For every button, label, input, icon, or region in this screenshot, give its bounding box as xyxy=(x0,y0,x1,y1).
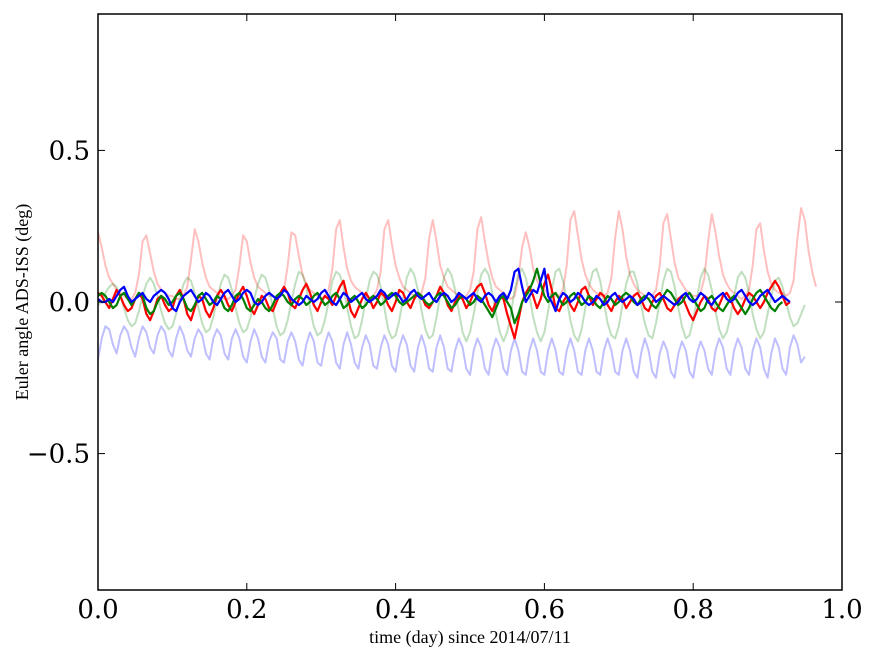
y-tick-label: 0.5 xyxy=(49,136,90,166)
plot-frame xyxy=(97,13,843,591)
series-line-blue xyxy=(97,267,791,313)
series-line-blue-faint xyxy=(97,325,806,379)
x-tick-label: 1.0 xyxy=(821,595,862,625)
y-tick-label: 0.0 xyxy=(49,288,90,318)
series-line-green xyxy=(97,267,784,325)
y-tick-label: −0.5 xyxy=(27,440,90,470)
series-layer xyxy=(97,207,817,379)
tick-label-layer: 0.0 0.2 0.4 0.6 0.8 1.0 0.5 0.0 −0.5 xyxy=(27,136,863,625)
y-axis-label: Euler angle ADS-ISS (deg) xyxy=(12,204,33,400)
x-tick-label: 0.2 xyxy=(226,595,267,625)
x-tick-label: 0.8 xyxy=(673,595,714,625)
x-axis-label: time (day) since 2014/07/11 xyxy=(369,627,571,648)
x-tick-label: 0.6 xyxy=(524,595,565,625)
x-tick-label: 0.4 xyxy=(375,595,416,625)
x-tick-label: 0.0 xyxy=(77,595,118,625)
